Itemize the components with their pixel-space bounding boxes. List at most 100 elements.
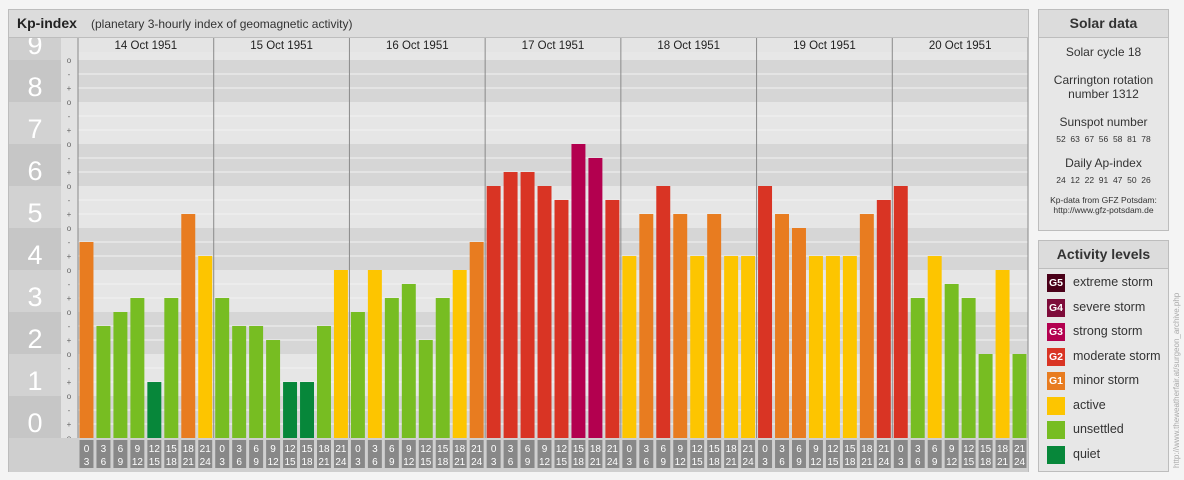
interval-end-label: 9: [118, 457, 124, 468]
interval-end-label: 21: [861, 457, 873, 468]
interval-box: [893, 440, 908, 468]
interval-end-label: 12: [403, 457, 415, 468]
kp-bar: [944, 283, 959, 438]
level-swatch: [1047, 421, 1065, 439]
interval-box: [758, 440, 773, 468]
interval-box: [825, 440, 840, 468]
activity-levels-title: Activity levels: [1039, 241, 1168, 269]
minor-tick-mark: +: [67, 294, 72, 303]
kp-bar: [673, 214, 688, 438]
interval-end-label: 9: [525, 457, 531, 468]
interval-end-label: 6: [644, 457, 650, 468]
kp-bar: [656, 186, 671, 438]
level-label: severe storm: [1073, 299, 1146, 314]
day-label: 17 Oct 1951: [522, 40, 585, 52]
interval-box: [859, 440, 874, 468]
interval-end-label: 24: [200, 457, 212, 468]
interval-start-label: 12: [149, 444, 161, 455]
interval-box: [147, 440, 162, 468]
minor-tick-mark: -: [68, 196, 71, 205]
interval-end-label: 9: [660, 457, 666, 468]
level-label: active: [1073, 397, 1106, 412]
interval-box: [486, 440, 501, 468]
interval-box: [367, 440, 382, 468]
interval-start-label: 21: [335, 444, 347, 455]
y-band-2: [9, 312, 61, 354]
minor-tick-mark: -: [68, 154, 71, 163]
interval-end-label: 3: [898, 457, 904, 468]
y-tick-label: 7: [27, 114, 42, 144]
interval-start-label: 18: [861, 444, 873, 455]
interval-end-label: 6: [236, 457, 242, 468]
interval-box: [266, 440, 281, 468]
level-swatch: G4: [1047, 298, 1065, 317]
y-tick-label: 0: [27, 408, 42, 438]
interval-box: [249, 440, 264, 468]
interval-start-label: 9: [949, 444, 955, 455]
interval-end-label: 6: [508, 457, 514, 468]
interval-end-label: 24: [878, 457, 890, 468]
interval-end-label: 12: [268, 457, 280, 468]
kp-bar: [181, 214, 196, 438]
interval-start-label: 6: [796, 444, 802, 455]
interval-end-label: 12: [675, 457, 687, 468]
kp-bar: [605, 199, 620, 438]
kp-bar: [893, 186, 908, 438]
interval-start-label: 6: [660, 444, 666, 455]
minor-tick-mark: -: [68, 70, 71, 79]
y-tick-label: 5: [27, 198, 42, 228]
interval-end-label: 18: [844, 457, 856, 468]
carrington-line-1: Carrington rotation: [1053, 73, 1154, 87]
interval-start-label: 18: [454, 444, 466, 455]
y-band-6: [9, 144, 61, 186]
minor-tick-mark: o: [67, 266, 72, 275]
kp-bar: [452, 270, 467, 438]
y-band-5: [9, 186, 61, 228]
chart-header: Kp-index (planetary 3-hourly index of ge…: [9, 10, 1028, 38]
interval-box: [995, 440, 1010, 468]
interval-end-label: 12: [132, 457, 144, 468]
level-label: minor storm: [1073, 373, 1139, 387]
level-label: moderate storm: [1073, 348, 1161, 363]
day-label: 15 Oct 1951: [250, 40, 313, 52]
interval-box: [792, 440, 806, 468]
interval-end-label: 21: [997, 457, 1009, 468]
interval-box: [79, 440, 94, 468]
minor-tick-mark: o: [67, 98, 72, 107]
interval-start-label: 15: [844, 444, 856, 455]
interval-start-label: 0: [491, 444, 497, 455]
interval-start-label: 9: [270, 444, 276, 455]
interval-start-label: 9: [406, 444, 412, 455]
kp-bar: [164, 298, 179, 438]
interval-box: [401, 440, 416, 468]
kp-bar: [622, 256, 637, 438]
interval-box: [520, 440, 535, 468]
level-swatch: G2: [1047, 347, 1065, 366]
y-tick-label: 2: [27, 324, 42, 354]
kp-bar: [300, 382, 314, 438]
interval-start-label: 3: [915, 444, 921, 455]
interval-start-label: 12: [692, 444, 704, 455]
interval-strip: [9, 438, 1028, 472]
interval-end-label: 21: [454, 457, 466, 468]
interval-end-label: 3: [219, 457, 225, 468]
interval-box: [283, 440, 298, 468]
interval-end-label: 12: [810, 457, 822, 468]
interval-end-label: 9: [932, 457, 938, 468]
minor-tick-mark: -: [68, 406, 71, 415]
source-line-1: Kp-data from GFZ Potsdam:: [1050, 195, 1157, 205]
kp-bar: [401, 283, 416, 438]
interval-start-label: 3: [372, 444, 378, 455]
interval-box: [198, 440, 213, 468]
kp-bar: [792, 228, 806, 438]
interval-end-label: 18: [980, 457, 992, 468]
interval-start-label: 21: [607, 444, 619, 455]
interval-box: [300, 440, 314, 468]
interval-end-label: 15: [692, 457, 704, 468]
interval-box: [775, 440, 789, 468]
activity-levels-list: G5 extreme storm G4 severe storm G3 strong st…: [1039, 271, 1168, 467]
interval-end-label: 24: [743, 457, 755, 468]
minor-tick-mark: -: [68, 280, 71, 289]
interval-start-label: 21: [200, 444, 212, 455]
level-swatch: [1047, 396, 1065, 415]
